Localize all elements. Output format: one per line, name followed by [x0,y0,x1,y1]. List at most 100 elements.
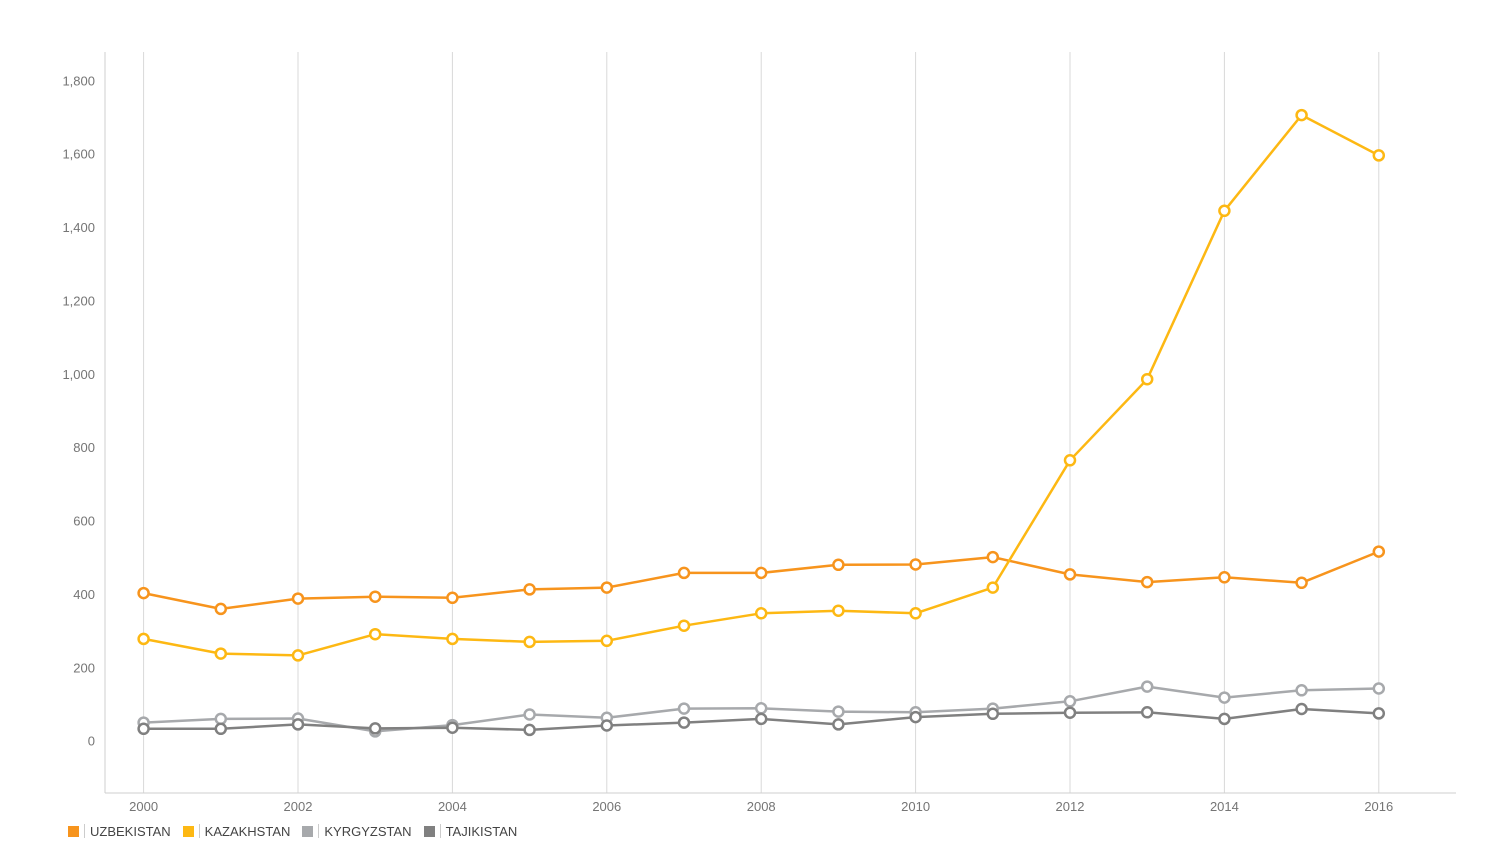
data-point-kazakhstan [446,632,459,646]
data-point-kazakhstan [1140,372,1154,386]
x-tick-label: 2008 [747,799,776,814]
legend-separator [318,824,320,838]
y-tick-label: 0 [88,734,95,749]
data-point-kazakhstan [909,607,922,620]
legend-separator [84,824,85,838]
data-point-tajikistan [291,718,305,731]
x-tick-label: 2004 [438,799,467,814]
data-point-kyrgyzstan [754,702,768,715]
data-point-tajikistan [986,707,1000,721]
data-point-uzbekistan [1295,576,1308,590]
y-tick-label: 600 [73,514,95,529]
data-point-kyrgyzstan [523,708,536,721]
y-tick-label: 1,800 [62,73,95,88]
data-point-uzbekistan [677,566,691,580]
data-point-uzbekistan [446,591,459,605]
data-point-kyrgyzstan [1140,680,1154,693]
data-point-uzbekistan [214,602,228,616]
tick-labels: 2000 2002 2004 2006 2008 2010 2012 2014 2016 0 200… [62,73,1393,814]
y-tick-label: 400 [73,587,95,602]
data-point-uzbekistan [291,592,305,605]
legend-label: UZBEKISTAN [90,823,171,839]
data-point-uzbekistan [600,581,614,594]
legend-item: UZBEKISTAN [68,824,171,839]
data-point-tajikistan [754,712,768,726]
data-points [137,108,1386,738]
data-point-tajikistan [137,722,150,736]
x-tick-label: 2014 [1210,799,1239,814]
data-point-kazakhstan [677,619,691,632]
legend-item: KYRGYZSTAN [302,823,412,839]
x-tick-label: 2006 [592,799,621,814]
data-point-tajikistan [1218,712,1231,726]
data-point-kyrgyzstan [1218,691,1231,704]
legend-label: TAJIKISTAN [445,823,518,839]
data-point-tajikistan [523,723,536,737]
legend-item: KAZAKHSTAN [182,823,291,839]
data-point-kazakhstan [754,607,768,620]
data-point-kyrgyzstan [677,702,691,715]
data-point-kazakhstan [291,649,305,662]
legend-swatch [68,825,79,837]
data-point-tajikistan [446,721,459,734]
y-tick-label: 1,200 [62,293,95,308]
data-point-tajikistan [1295,702,1308,716]
legend-swatch [302,825,314,837]
data-point-tajikistan [1063,706,1077,719]
data-point-tajikistan [1372,707,1386,720]
data-point-kazakhstan [986,581,1000,594]
data-point-uzbekistan [832,558,845,572]
data-point-uzbekistan [1218,571,1231,584]
x-tick-label: 2016 [1364,799,1393,814]
y-tick-label: 1,400 [62,220,95,235]
axes [104,52,1456,794]
y-tick-label: 1,600 [62,147,95,162]
data-point-tajikistan [600,719,614,732]
data-point-tajikistan [1140,706,1154,719]
data-point-kyrgyzstan [1372,682,1386,695]
legend: UZBEKISTAN KAZAKHSTAN KYRGYZSTAN TAJIKISTAN [68,822,529,840]
legend-swatch [423,825,435,837]
y-tick-label: 200 [73,660,95,675]
data-point-kazakhstan [214,647,228,660]
data-point-tajikistan [214,722,228,736]
y-tick-label: 800 [73,440,95,455]
grid-lines [143,52,1380,793]
data-point-uzbekistan [754,566,768,580]
data-point-kyrgyzstan [214,712,228,726]
data-point-kyrgyzstan [1295,684,1308,697]
x-tick-label: 2002 [284,799,313,814]
data-point-kyrgyzstan [1063,695,1077,708]
data-point-kazakhstan [368,627,382,641]
data-point-tajikistan [368,722,382,735]
data-point-uzbekistan [368,590,382,603]
x-tick-label: 2012 [1056,799,1085,814]
legend-separator [198,824,200,838]
data-point-uzbekistan [1140,575,1154,589]
legend-label: KYRGYZSTAN [324,823,412,839]
data-point-uzbekistan [1063,568,1077,581]
legend-item: TAJIKISTAN [423,823,518,839]
data-point-uzbekistan [523,583,536,596]
data-point-uzbekistan [909,558,922,571]
data-point-kazakhstan [523,635,536,649]
x-tick-label: 2010 [901,799,930,814]
legend-label: KAZAKHSTAN [204,823,291,839]
data-point-kazakhstan [1295,108,1308,122]
x-tick-label: 2000 [129,799,158,814]
data-point-tajikistan [832,718,845,731]
data-point-kazakhstan [1218,204,1231,218]
data-point-kazakhstan [1063,454,1077,467]
data-point-uzbekistan [986,550,1000,564]
data-point-kazakhstan [1372,149,1386,162]
data-point-tajikistan [677,716,691,729]
data-point-uzbekistan [137,586,150,600]
data-point-tajikistan [909,710,922,724]
data-point-kazakhstan [832,604,845,617]
data-point-kazakhstan [600,634,614,648]
data-point-uzbekistan [1372,545,1386,558]
data-point-kyrgyzstan [832,705,845,718]
legend-swatch [182,825,194,837]
